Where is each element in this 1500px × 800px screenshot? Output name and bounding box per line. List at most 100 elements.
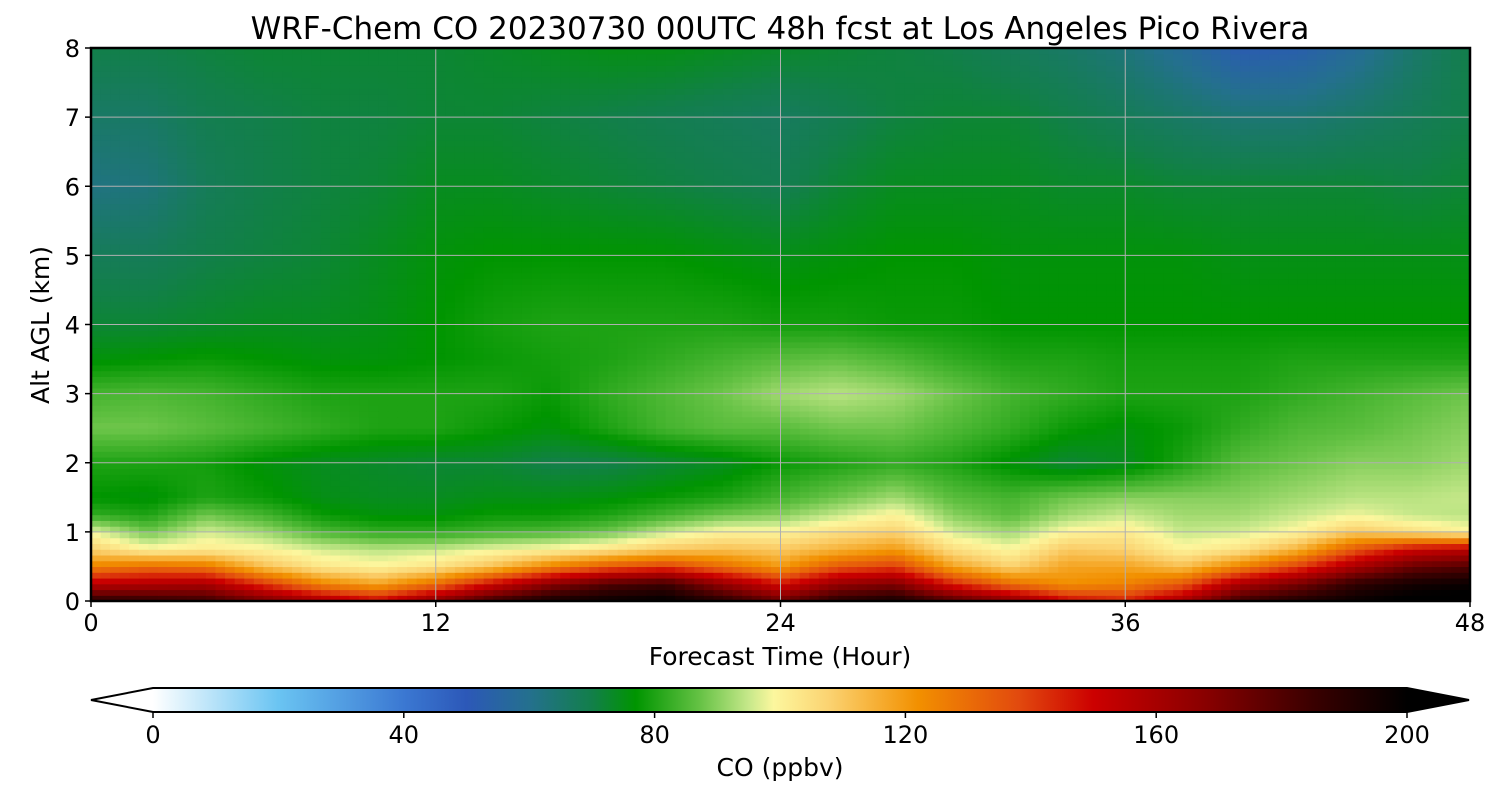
heatmap-cell <box>282 445 293 452</box>
heatmap-cell <box>521 531 533 539</box>
heatmap-cell <box>1048 595 1059 601</box>
heatmap-cell <box>569 410 580 418</box>
heatmap-cell <box>924 554 935 562</box>
heatmap-cell <box>272 433 284 441</box>
heatmap-cell <box>1010 445 1021 452</box>
heatmap-cell <box>148 503 159 510</box>
heatmap-cell <box>1268 560 1280 568</box>
heatmap-cell <box>1364 520 1375 527</box>
heatmap-cell <box>1412 428 1423 435</box>
heatmap-cell <box>818 595 829 601</box>
heatmap-cell <box>933 508 944 516</box>
heatmap-cell <box>1058 451 1069 458</box>
heatmap-cell <box>531 577 542 585</box>
heatmap-cell <box>818 497 829 504</box>
heatmap-cell <box>445 468 456 475</box>
heatmap-cell <box>531 549 542 556</box>
heatmap-cell <box>1288 560 1299 568</box>
heatmap-cell <box>924 543 935 550</box>
heatmap-cell <box>828 514 839 521</box>
heatmap-cell <box>713 439 724 447</box>
heatmap-cell <box>1345 554 1356 562</box>
heatmap-cell <box>1173 485 1184 493</box>
heatmap-cell <box>790 399 801 406</box>
heatmap-cell <box>263 531 274 539</box>
heatmap-cell <box>186 514 197 521</box>
heatmap-cell <box>272 531 284 539</box>
heatmap-cell <box>1230 543 1241 550</box>
heatmap-cell <box>703 451 715 458</box>
heatmap-cell <box>1211 416 1222 424</box>
heatmap-cell <box>215 566 226 573</box>
heatmap-cell <box>445 456 456 464</box>
heatmap-cell <box>215 589 226 596</box>
heatmap-cell <box>474 537 485 544</box>
heatmap-cell <box>1450 485 1462 493</box>
heatmap-cell <box>330 405 341 412</box>
heatmap-cell <box>962 422 973 429</box>
heatmap-cell <box>445 399 456 406</box>
heatmap-cell <box>579 566 590 573</box>
heatmap-cell <box>1115 589 1126 596</box>
heatmap-cell <box>809 480 820 487</box>
heatmap-cell <box>1230 405 1241 412</box>
heatmap-cell <box>158 422 169 429</box>
heatmap-cell <box>474 503 485 510</box>
heatmap-cell <box>550 485 561 493</box>
heatmap-cell <box>1106 422 1117 429</box>
heatmap-cell <box>1010 577 1021 585</box>
heatmap-cell <box>1288 577 1299 585</box>
heatmap-cell <box>521 433 533 441</box>
heatmap-cell <box>129 520 140 527</box>
heatmap-cell <box>1249 491 1260 498</box>
heatmap-cell <box>129 410 140 418</box>
heatmap-cell <box>943 543 954 550</box>
heatmap-cell <box>1125 595 1136 601</box>
heatmap-cell <box>1048 526 1059 533</box>
heatmap-cell <box>694 595 705 601</box>
heatmap-cell <box>761 526 772 533</box>
heatmap-cell <box>703 491 715 498</box>
heatmap-cell <box>196 572 207 579</box>
heatmap-cell <box>1431 520 1442 527</box>
heatmap-cell <box>962 595 973 601</box>
heatmap-cell <box>1364 514 1375 521</box>
heatmap-cell <box>359 572 370 579</box>
heatmap-cell <box>751 439 762 447</box>
heatmap-cell <box>560 589 571 596</box>
heatmap-cell <box>904 468 916 475</box>
heatmap-cell <box>1106 543 1117 550</box>
heatmap-cell <box>397 474 408 481</box>
heatmap-cell <box>732 410 743 418</box>
heatmap-cell <box>435 439 446 447</box>
heatmap-cell <box>167 416 178 424</box>
heatmap-cell <box>904 422 916 429</box>
heatmap-cell <box>780 445 791 452</box>
heatmap-cell <box>1316 508 1327 516</box>
heatmap-cell <box>205 422 217 429</box>
heatmap-cell <box>790 422 801 429</box>
heatmap-cell <box>1326 474 1337 481</box>
heatmap-cell <box>521 474 533 481</box>
heatmap-cell <box>253 554 264 562</box>
heatmap-cell <box>1441 531 1452 539</box>
heatmap-cell <box>1249 445 1260 452</box>
heatmap-cell <box>1201 491 1213 498</box>
heatmap-cell <box>387 503 399 510</box>
heatmap-cell <box>1125 583 1136 591</box>
heatmap-cell <box>301 537 312 544</box>
heatmap-cell <box>445 439 456 447</box>
heatmap-cell <box>761 497 772 504</box>
heatmap-cell <box>541 549 552 556</box>
heatmap-cell <box>301 531 312 539</box>
heatmap-cell <box>435 520 446 527</box>
heatmap-cell <box>742 480 753 487</box>
heatmap-cell <box>339 526 351 533</box>
heatmap-cell <box>282 456 293 464</box>
heatmap-cell <box>110 549 121 556</box>
heatmap-cell <box>1163 422 1174 429</box>
heatmap-cell <box>1106 405 1117 412</box>
heatmap-cell <box>320 560 332 568</box>
heatmap-cell <box>148 468 159 475</box>
heatmap-cell <box>646 503 657 510</box>
